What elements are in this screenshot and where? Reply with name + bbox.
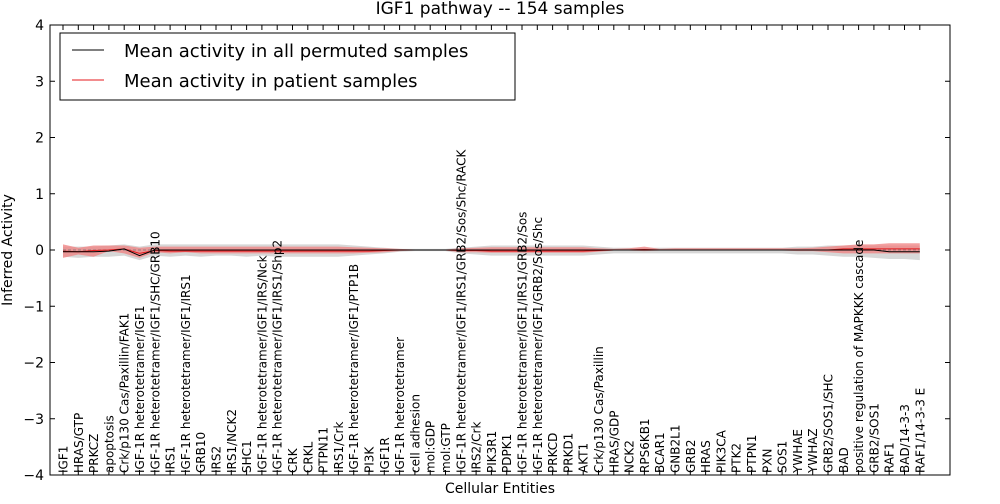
x-tick-label: GNB2L1 xyxy=(669,425,683,473)
x-tick-label: CRK xyxy=(286,447,300,473)
x-tick-label: NCK2 xyxy=(623,440,637,473)
chart-title: IGF1 pathway -- 154 samples xyxy=(376,0,625,19)
legend-box xyxy=(59,32,516,101)
x-tick-label: cell adhesion xyxy=(408,394,422,473)
legend-label: Mean activity in patient samples xyxy=(124,71,418,92)
x-tick-label: GRB2 xyxy=(684,439,698,473)
x-tick-label: PTPN1 xyxy=(745,435,759,473)
x-tick-label: PRKD1 xyxy=(561,433,575,473)
x-tick-label: PTK2 xyxy=(730,443,744,473)
x-tick-label: IRS1/Crk xyxy=(332,422,346,473)
x-tick-label: IRS1 xyxy=(164,446,178,473)
x-tick-label: IGF-1R heterotetramer/IGF1/IRS1/GRB2/Sos xyxy=(516,212,530,473)
x-tick-label: BAD/14-3-3 xyxy=(898,404,912,473)
x-tick-label: IGF-1R heterotetramer/IGF1/SHC/GRB10 xyxy=(148,231,162,473)
y-tick-label: 0 xyxy=(35,243,44,259)
x-tick-label: HRAS/GDP xyxy=(607,410,621,473)
y-tick-label: −4 xyxy=(23,468,44,484)
x-tick-label: mol:GTP xyxy=(439,423,453,473)
x-tick-label: SOS1 xyxy=(776,441,790,473)
legend-label: Mean activity in all permuted samples xyxy=(124,41,468,62)
x-tick-label: IGF-1R heterotetramer/IGF1/IRS1 xyxy=(179,274,193,473)
x-tick-label: IGF-1R heterotetramer/IGF1 xyxy=(133,306,147,473)
y-axis-label: Inferred Activity xyxy=(0,194,16,306)
x-tick-label: GRB2/SOS1/SHC xyxy=(822,374,836,473)
x-tick-label: IRS2 xyxy=(210,446,224,473)
x-tick-label: RAF1 xyxy=(883,442,897,473)
x-tick-label: PDPK1 xyxy=(500,434,514,473)
x-tick-label: GRB10 xyxy=(194,432,208,473)
x-tick-label: HRAS/GTP xyxy=(72,413,86,473)
x-tick-label: PXN xyxy=(760,449,774,473)
y-tick-label: 2 xyxy=(35,131,44,147)
y-tick-label: −3 xyxy=(23,412,44,428)
x-tick-label: IGF1R xyxy=(378,437,392,473)
x-tick-label: RPS6KB1 xyxy=(638,418,652,473)
x-tick-label: IGF-1R heterotetramer/IGF1/GRB2/Sos/Shc xyxy=(531,217,545,473)
x-tick-label: PRKCD xyxy=(546,433,560,473)
x-tick-label: IGF-1R heterotetramer/IGF1/IRS1/GRB2/Sos… xyxy=(454,148,468,473)
x-tick-label: GRB2/SOS1 xyxy=(867,403,881,473)
y-tick-label: −2 xyxy=(23,356,44,372)
x-tick-label: Crk/p130 Cas/Paxillin xyxy=(592,346,606,473)
x-tick-label: IRS1/NCK2 xyxy=(225,409,239,473)
y-tick-label: 1 xyxy=(35,187,44,203)
x-tick-label: IGF-1R heterotetramer/IGF1/IRS/Nck xyxy=(255,255,269,473)
x-tick-label: YWHAZ xyxy=(806,428,820,474)
x-tick-label: YWHAE xyxy=(791,429,805,474)
x-tick-label: HRAS xyxy=(699,440,713,473)
y-tick-label: −1 xyxy=(23,299,44,315)
x-tick-label: PIK3CA xyxy=(714,429,728,473)
x-tick-label: IGF-1R heterotetramer/IGF1/PTP1B xyxy=(347,264,361,473)
patient-samples-band xyxy=(63,243,920,258)
x-tick-label: apoptosis xyxy=(102,415,116,473)
x-tick-label: IGF-1R heterotetramer/IGF1/IRS1/Shp2 xyxy=(271,240,285,473)
x-tick-label: Crk/p130 Cas/Paxillin/FAK1 xyxy=(118,313,132,473)
x-tick-label: PI3K xyxy=(363,446,377,473)
x-tick-label: SHC1 xyxy=(240,440,254,473)
y-tick-label: 3 xyxy=(35,74,44,90)
x-tick-label: BAD xyxy=(837,447,851,473)
x-tick-label: BCAR1 xyxy=(653,432,667,473)
permuted-samples-line xyxy=(63,248,920,257)
y-tick-label: 4 xyxy=(35,18,44,34)
x-tick-label: PRKCZ xyxy=(87,434,101,473)
legend: Mean activity in all permuted samples Mea… xyxy=(59,32,516,101)
x-tick-label: PTPN11 xyxy=(317,427,331,473)
x-tick-label: IRS2/Crk xyxy=(470,422,484,473)
x-tick-label: PIK3R1 xyxy=(485,431,499,473)
x-tick-label: IGF-1R heterotetramer xyxy=(393,337,407,473)
x-axis-label: Cellular Entities xyxy=(445,481,555,497)
x-tick-label: AKT1 xyxy=(577,443,591,473)
x-tick-label: mol:GDP xyxy=(424,421,438,473)
x-tick-label: positive regulation of MAPKKK cascade xyxy=(852,240,866,473)
x-tick-label: CRKL xyxy=(301,441,315,473)
x-tick-label: RAF1/14-3-3 E xyxy=(913,388,927,473)
x-tick-label: IGF1 xyxy=(57,446,71,473)
